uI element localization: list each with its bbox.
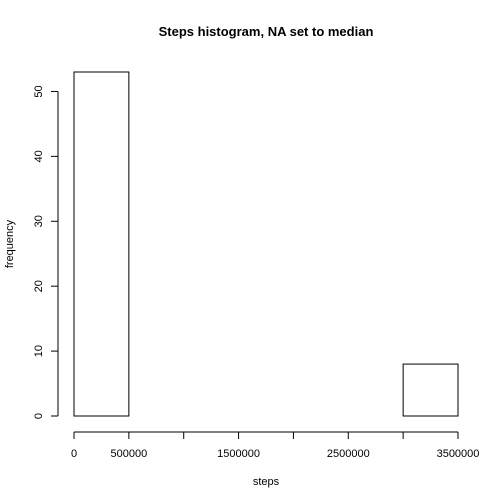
bar-0 xyxy=(73,71,130,417)
y-tick-label-2: 20 xyxy=(33,280,45,292)
x-tick-label-1: 500000 xyxy=(110,448,147,460)
x-tick-label-5: 2500000 xyxy=(327,448,370,460)
y-tick-label-1: 10 xyxy=(33,345,45,357)
x-tick-label-7: 3500000 xyxy=(437,448,480,460)
x-tick-label-3: 1500000 xyxy=(217,448,260,460)
y-axis-label: frequency xyxy=(4,219,16,268)
x-axis-label: steps xyxy=(253,476,280,488)
chart-title: Steps histogram, NA set to median xyxy=(159,24,374,39)
x-tick-label-0: 0 xyxy=(71,448,77,460)
bars-group xyxy=(73,71,459,417)
bar-6 xyxy=(402,363,459,417)
y-tick-label-4: 40 xyxy=(33,150,45,162)
y-tick-label-3: 30 xyxy=(33,215,45,227)
y-tick-label-5: 50 xyxy=(33,85,45,97)
x-axis: 0 500000 1500000 2500000 3500000 xyxy=(71,431,480,460)
y-axis: 0 10 20 30 40 50 xyxy=(33,85,59,419)
y-tick-label-0: 0 xyxy=(33,413,45,419)
